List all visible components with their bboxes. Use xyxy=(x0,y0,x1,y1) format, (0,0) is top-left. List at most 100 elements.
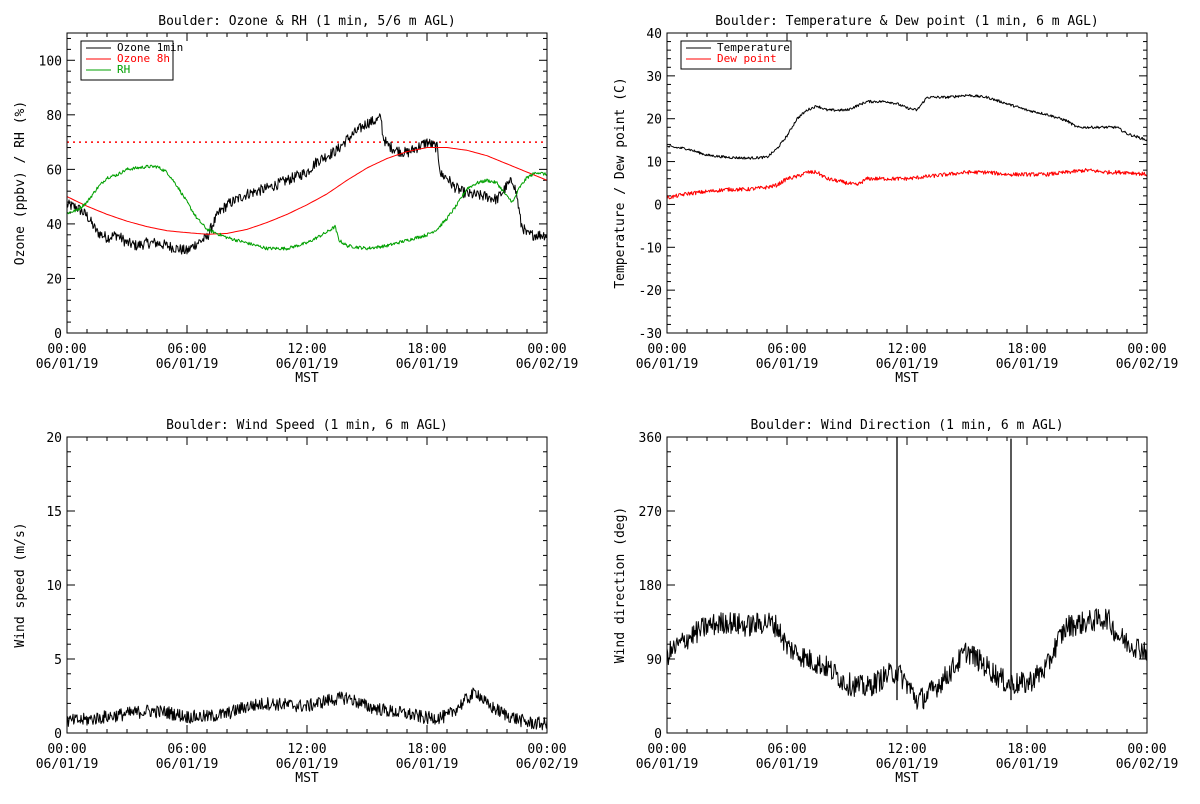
legend-entry: Dew point xyxy=(717,52,777,65)
series-line-data xyxy=(667,608,1147,710)
y-tick-label: 20 xyxy=(646,113,662,128)
chart-title: Boulder: Temperature & Dew point (1 min,… xyxy=(715,14,1099,29)
y-axis-label: Wind speed (m/s) xyxy=(13,522,28,647)
y-tick-label: 10 xyxy=(46,579,62,594)
plot-data xyxy=(667,437,1147,710)
x-tick-date-label: 06/01/19 xyxy=(756,357,819,372)
y-tick-label: 0 xyxy=(654,198,662,213)
plot-data xyxy=(67,687,547,731)
x-tick-date-label: 06/01/19 xyxy=(156,757,219,772)
y-tick-label: 20 xyxy=(46,431,62,446)
y-tick-label: 30 xyxy=(646,70,662,85)
y-tick-label: 180 xyxy=(639,579,662,594)
legend-entry: Temperature xyxy=(717,41,790,54)
x-axis-label: MST xyxy=(895,771,919,786)
y-tick-label: 60 xyxy=(46,163,62,178)
x-tick-time-label: 18:00 xyxy=(407,742,446,757)
x-tick-time-label: 06:00 xyxy=(167,342,206,357)
y-tick-label: -10 xyxy=(639,241,662,256)
y-tick-label: 90 xyxy=(646,653,662,668)
x-tick-date-label: 06/01/19 xyxy=(996,757,1059,772)
legend-box xyxy=(680,40,792,70)
x-tick-time-label: 00:00 xyxy=(527,342,566,357)
x-tick-date-label: 06/01/19 xyxy=(276,357,339,372)
x-tick-date-label: 06/01/19 xyxy=(876,357,939,372)
x-tick-date-label: 06/01/19 xyxy=(756,757,819,772)
x-tick-time-label: 12:00 xyxy=(887,342,926,357)
series-line-dew-point xyxy=(667,168,1147,200)
x-tick-time-label: 06:00 xyxy=(767,342,806,357)
y-tick-label: 40 xyxy=(646,27,662,42)
y-tick-label: 0 xyxy=(54,727,62,742)
x-tick-time-label: 00:00 xyxy=(647,342,686,357)
y-tick-label: 100 xyxy=(39,54,62,69)
legend-entry: RH xyxy=(117,63,130,76)
x-tick-date-label: 06/01/19 xyxy=(156,357,219,372)
x-tick-date-label: 06/01/19 xyxy=(276,757,339,772)
legend-entry: Ozone 1min xyxy=(117,41,183,54)
y-tick-label: 270 xyxy=(639,505,662,520)
chart-title: Boulder: Ozone & RH (1 min, 5/6 m AGL) xyxy=(158,14,455,29)
x-tick-time-label: 00:00 xyxy=(527,742,566,757)
x-tick-time-label: 00:00 xyxy=(1127,342,1166,357)
x-tick-time-label: 12:00 xyxy=(287,742,326,757)
chart-panel-3: Boulder: Wind Speed (1 min, 6 m AGL) 0 5 10… xyxy=(13,418,578,786)
chart-title: Boulder: Wind Speed (1 min, 6 m AGL) xyxy=(166,418,448,433)
plot-data xyxy=(67,113,547,255)
x-tick-date-label: 06/01/19 xyxy=(36,757,99,772)
x-tick-time-label: 18:00 xyxy=(1007,742,1046,757)
chart-panel-1: Boulder: Ozone & RH (1 min, 5/6 m AGL) 0 2… xyxy=(13,14,578,386)
y-tick-label: 0 xyxy=(54,327,62,342)
y-tick-label: 20 xyxy=(46,272,62,287)
x-tick-time-label: 00:00 xyxy=(47,742,86,757)
series-line-ozone-1min xyxy=(67,113,547,255)
x-tick-date-label: 06/01/19 xyxy=(396,357,459,372)
x-tick-date-label: 06/01/19 xyxy=(636,357,699,372)
x-tick-date-label: 06/02/19 xyxy=(516,357,579,372)
x-tick-date-label: 06/02/19 xyxy=(1116,757,1179,772)
x-tick-time-label: 12:00 xyxy=(287,342,326,357)
x-tick-date-label: 06/01/19 xyxy=(396,757,459,772)
plot-frame xyxy=(666,436,1148,734)
series-line-ozone-8h xyxy=(67,147,547,235)
x-tick-date-label: 06/01/19 xyxy=(636,757,699,772)
series-line-temperature xyxy=(667,94,1147,160)
y-tick-label: -20 xyxy=(639,284,662,299)
y-tick-label: 40 xyxy=(46,218,62,233)
x-axis-label: MST xyxy=(295,371,319,386)
x-tick-time-label: 00:00 xyxy=(1127,742,1166,757)
y-tick-label: 360 xyxy=(639,431,662,446)
x-tick-date-label: 06/01/19 xyxy=(876,757,939,772)
chart-panel-2: Boulder: Temperature & Dew point (1 min,… xyxy=(613,14,1178,386)
y-axis-label: Temperature / Dew point (C) xyxy=(613,77,628,288)
x-tick-date-label: 06/01/19 xyxy=(36,357,99,372)
plot-frame xyxy=(66,32,548,334)
x-tick-time-label: 00:00 xyxy=(47,342,86,357)
series-line-data xyxy=(67,687,547,731)
x-tick-time-label: 18:00 xyxy=(1007,342,1046,357)
y-axis-label: Ozone (ppbv) / RH (%) xyxy=(13,101,28,265)
x-tick-time-label: 00:00 xyxy=(647,742,686,757)
x-axis-label: MST xyxy=(895,371,919,386)
x-tick-time-label: 18:00 xyxy=(407,342,446,357)
x-tick-date-label: 06/01/19 xyxy=(996,357,1059,372)
x-tick-date-label: 06/02/19 xyxy=(516,757,579,772)
legend-entry: Ozone 8h xyxy=(117,52,170,65)
x-tick-time-label: 12:00 xyxy=(887,742,926,757)
plot-frame xyxy=(66,436,548,734)
x-tick-date-label: 06/02/19 xyxy=(1116,357,1179,372)
plot-frame xyxy=(666,32,1148,334)
plot-data xyxy=(667,94,1147,200)
chart-title: Boulder: Wind Direction (1 min, 6 m AGL) xyxy=(750,418,1063,433)
y-tick-label: 10 xyxy=(646,156,662,171)
y-tick-label: 0 xyxy=(654,727,662,742)
x-tick-time-label: 06:00 xyxy=(167,742,206,757)
series-line-rh xyxy=(67,164,547,251)
y-tick-label: 5 xyxy=(54,653,62,668)
x-axis-label: MST xyxy=(295,771,319,786)
y-axis-label: Wind direction (deg) xyxy=(613,507,628,664)
